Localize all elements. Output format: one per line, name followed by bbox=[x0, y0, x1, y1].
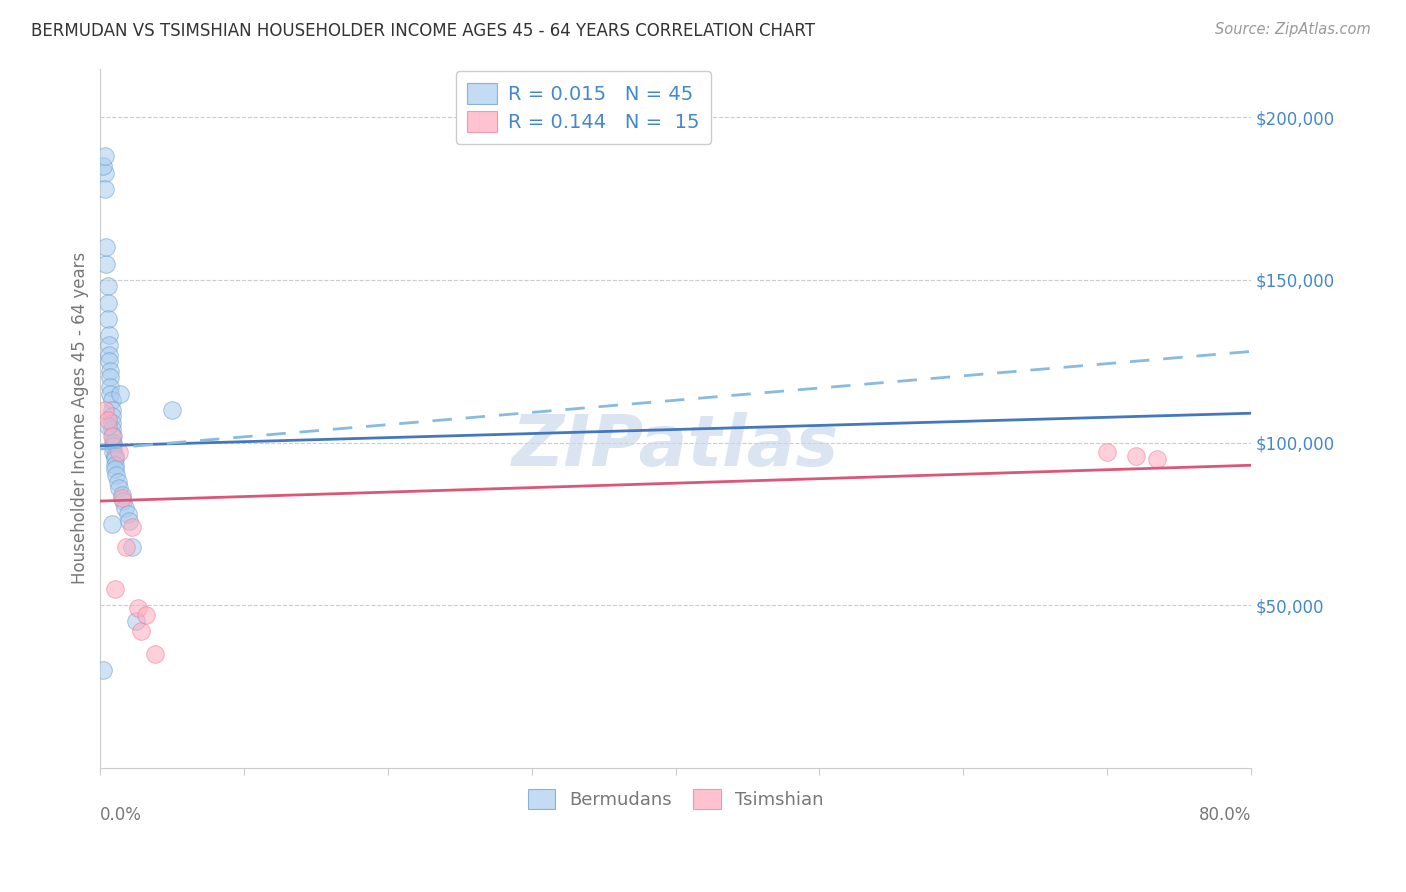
Point bbox=[98, 354, 121, 368]
Point bbox=[101, 403, 124, 417]
Point bbox=[93, 149, 115, 163]
Text: ZIPatlas: ZIPatlas bbox=[512, 411, 839, 481]
Point bbox=[110, 386, 132, 401]
Point bbox=[103, 435, 125, 450]
Point bbox=[104, 449, 127, 463]
Point bbox=[91, 663, 114, 677]
Point bbox=[112, 494, 135, 508]
Point bbox=[121, 540, 143, 554]
Point bbox=[108, 481, 131, 495]
Point bbox=[121, 520, 143, 534]
Point bbox=[111, 487, 134, 501]
Point bbox=[125, 615, 148, 629]
Point bbox=[111, 491, 134, 505]
Point bbox=[101, 429, 124, 443]
Point bbox=[101, 409, 124, 424]
Point bbox=[103, 429, 125, 443]
Point bbox=[104, 458, 127, 473]
Point bbox=[114, 500, 136, 515]
Point bbox=[143, 647, 166, 661]
Text: 0.0%: 0.0% bbox=[100, 806, 142, 824]
Point bbox=[93, 182, 115, 196]
Point bbox=[107, 475, 129, 489]
Point bbox=[104, 582, 127, 596]
Point bbox=[96, 279, 118, 293]
Point bbox=[94, 257, 117, 271]
Point bbox=[100, 386, 122, 401]
Point bbox=[100, 370, 122, 384]
Point bbox=[104, 451, 127, 466]
Point bbox=[1146, 451, 1168, 466]
Point bbox=[1125, 449, 1147, 463]
Point bbox=[103, 445, 125, 459]
Point bbox=[96, 413, 118, 427]
Point bbox=[101, 422, 124, 436]
Point bbox=[100, 364, 122, 378]
Point bbox=[98, 338, 121, 352]
Point bbox=[101, 416, 124, 430]
Point bbox=[105, 468, 128, 483]
Point bbox=[94, 240, 117, 254]
Point bbox=[98, 328, 121, 343]
Point bbox=[118, 514, 141, 528]
Point bbox=[96, 312, 118, 326]
Point bbox=[162, 403, 184, 417]
Point bbox=[93, 403, 115, 417]
Point bbox=[129, 624, 152, 639]
Point bbox=[108, 445, 131, 459]
Point bbox=[127, 601, 149, 615]
Legend: Bermudans, Tsimshian: Bermudans, Tsimshian bbox=[520, 781, 831, 816]
Point bbox=[115, 540, 138, 554]
Point bbox=[104, 461, 127, 475]
Point bbox=[100, 380, 122, 394]
Point bbox=[96, 419, 118, 434]
Point bbox=[1095, 445, 1118, 459]
Text: 80.0%: 80.0% bbox=[1198, 806, 1251, 824]
Point bbox=[117, 507, 139, 521]
Y-axis label: Householder Income Ages 45 - 64 years: Householder Income Ages 45 - 64 years bbox=[72, 252, 89, 584]
Point bbox=[103, 439, 125, 453]
Point bbox=[91, 159, 114, 173]
Point bbox=[101, 393, 124, 408]
Point bbox=[98, 348, 121, 362]
Text: BERMUDAN VS TSIMSHIAN HOUSEHOLDER INCOME AGES 45 - 64 YEARS CORRELATION CHART: BERMUDAN VS TSIMSHIAN HOUSEHOLDER INCOME… bbox=[31, 22, 815, 40]
Text: Source: ZipAtlas.com: Source: ZipAtlas.com bbox=[1215, 22, 1371, 37]
Point bbox=[96, 295, 118, 310]
Point bbox=[93, 165, 115, 179]
Point bbox=[101, 516, 124, 531]
Point bbox=[135, 607, 157, 622]
